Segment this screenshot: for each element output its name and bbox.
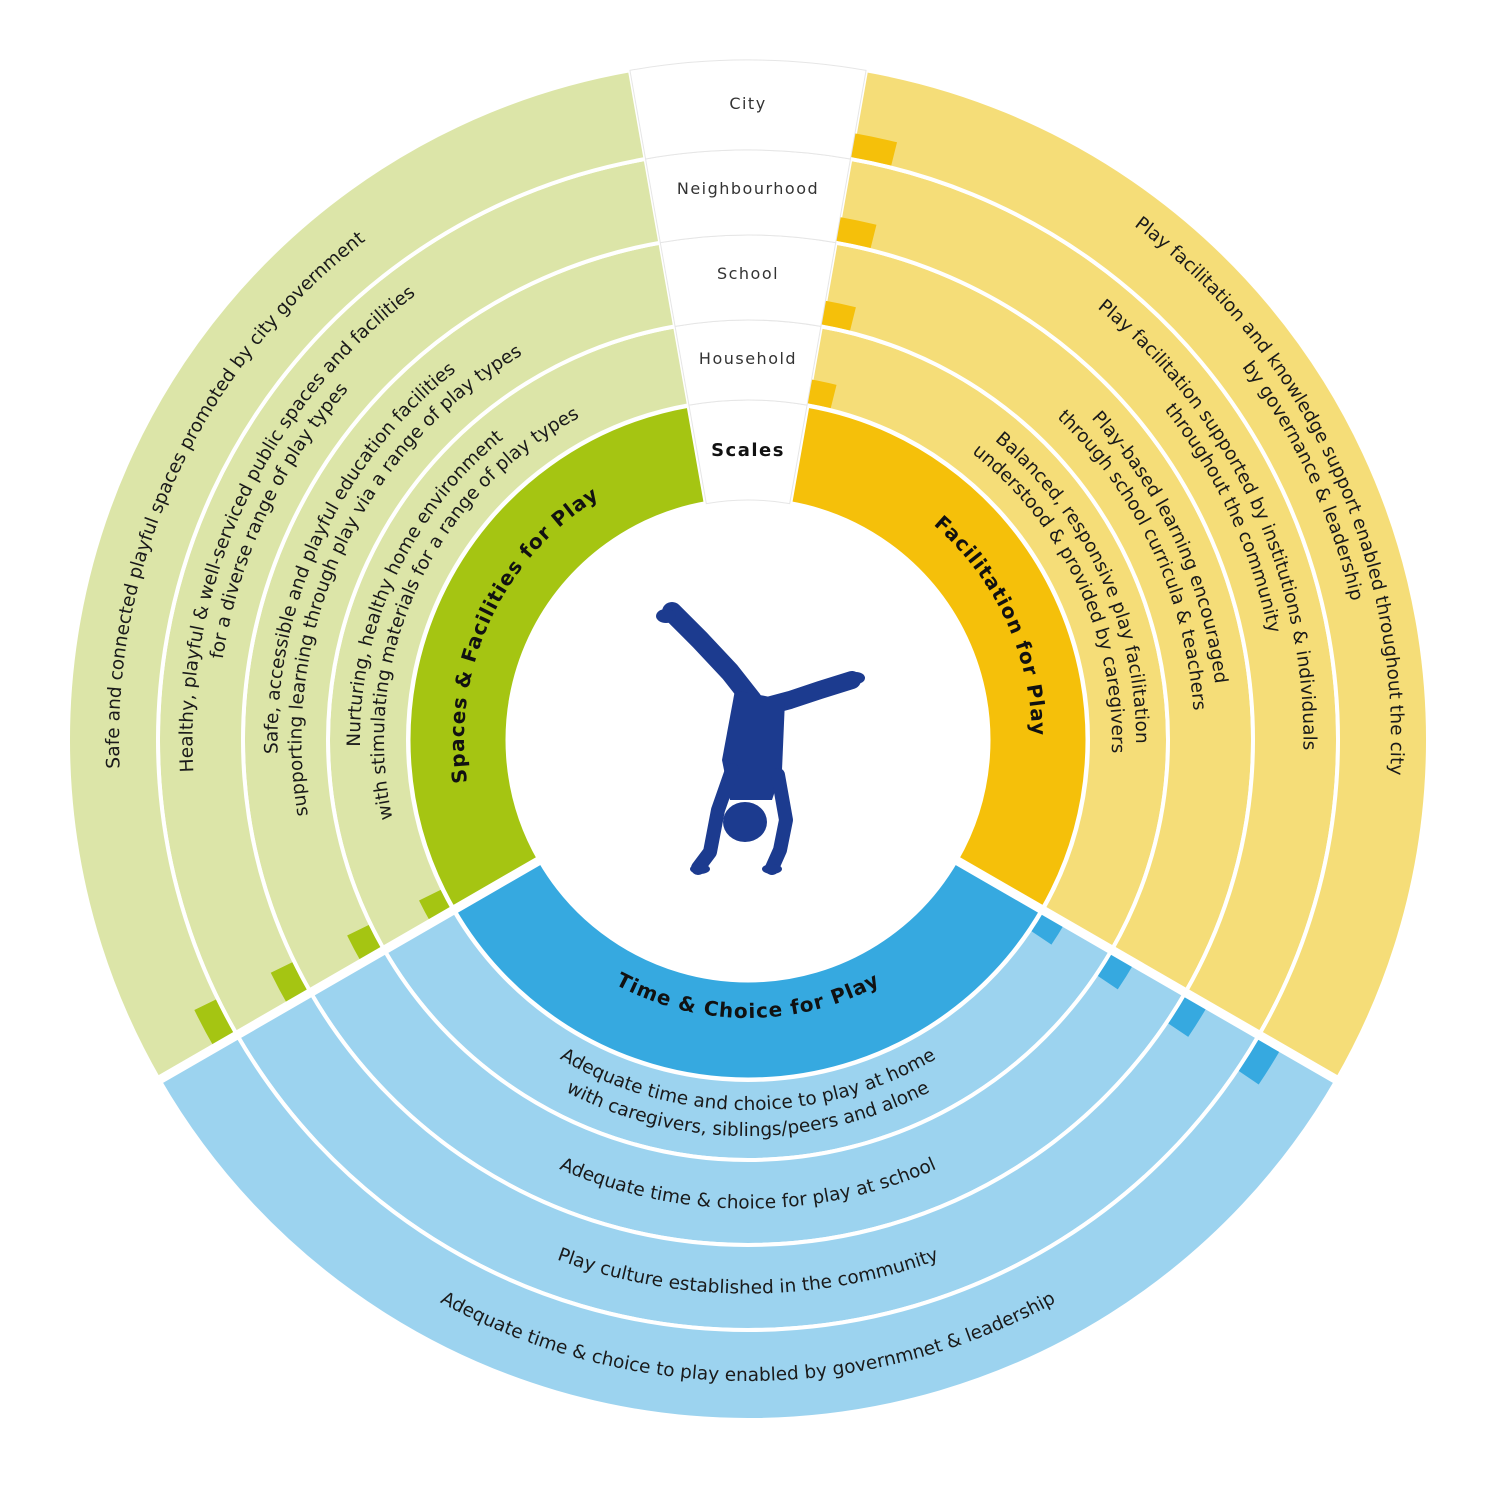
ring-tab-icon [194, 999, 236, 1048]
cartwheel-figure-icon [656, 602, 865, 875]
scale-label-household: Household [699, 349, 797, 368]
ring-tab-icon [850, 133, 898, 166]
scale-label-neighbourhood: Neighbourhood [677, 179, 819, 198]
sector-divider [151, 855, 545, 1087]
sector-divider [951, 855, 1345, 1087]
spaces-ring-city [66, 68, 648, 1083]
scales-title: Scales [711, 440, 785, 461]
sectors [66, 68, 1430, 1423]
scales-column: Scales Household School Neighbourhood City [510, 59, 986, 978]
scale-label-city: City [729, 94, 766, 113]
ring-tab-icon [1238, 1036, 1282, 1085]
facilitation-ring-city [848, 68, 1430, 1083]
scale-label-school: School [717, 264, 779, 283]
scale-cell [629, 59, 867, 160]
ring-tab-icon [836, 217, 877, 249]
ring-tab-icon [821, 300, 856, 331]
ring-tab-icon [807, 379, 837, 409]
